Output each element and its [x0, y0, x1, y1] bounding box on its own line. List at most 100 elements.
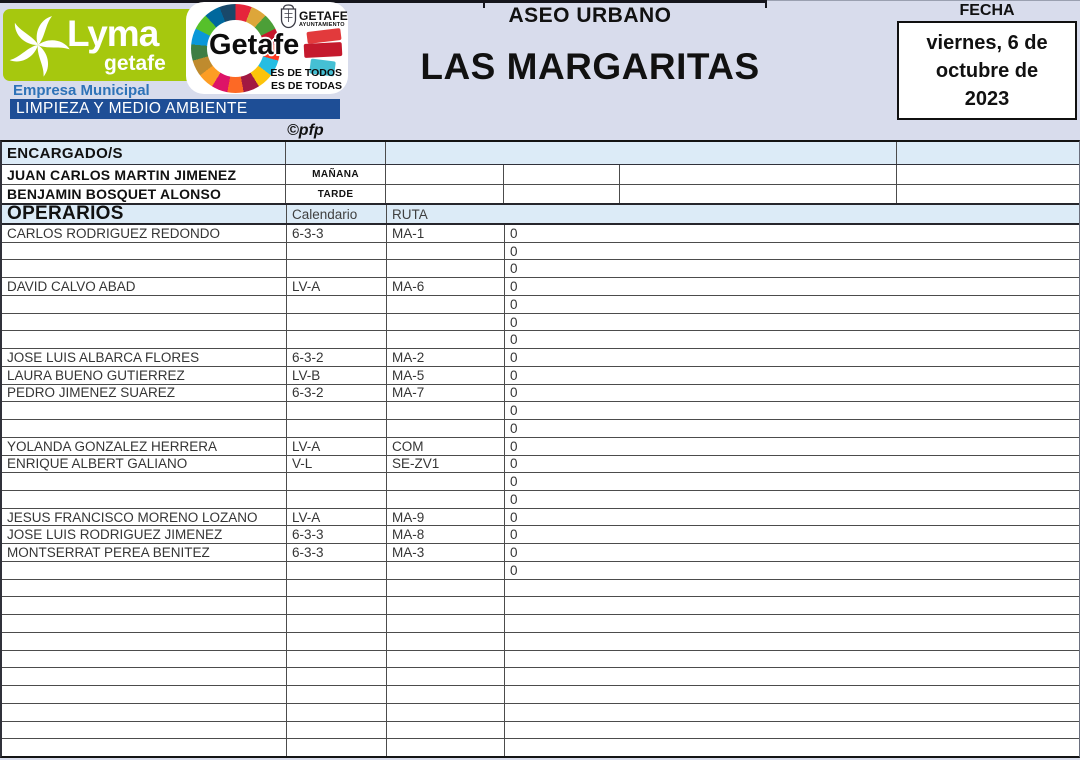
operario-row: 0: [2, 420, 1079, 438]
calendario-cell: [287, 632, 387, 650]
encargado-name-cell: JUAN CARLOS MARTIN JIMENEZ: [2, 165, 287, 184]
operario-row: 0: [2, 402, 1079, 421]
getafe-city-text: GETAFE: [299, 9, 348, 23]
operario-name-cell: LAURA BUENO GUTIERREZ: [2, 366, 287, 384]
operario-name-cell: [2, 632, 287, 650]
lyma-logo: Lyma getafe: [3, 9, 196, 81]
operario-name-cell: [2, 739, 287, 757]
operario-name-cell: CARLOS RODRIGUEZ REDONDO: [2, 225, 287, 242]
ruta-cell: [387, 668, 505, 686]
empty-cell: [897, 165, 1079, 184]
operario-name-cell: [2, 615, 287, 632]
operario-row: [2, 650, 1079, 669]
empty-cell: [386, 165, 504, 184]
ruta-cell: MA-3: [387, 544, 505, 561]
value-cell: [505, 739, 1079, 756]
operario-row: 0: [2, 331, 1079, 350]
operario-row: DAVID CALVO ABAD LV-A MA-6 0: [2, 278, 1079, 296]
zone-title: LAS MARGARITAS: [420, 46, 760, 87]
calendario-cell: LV-A: [287, 437, 387, 455]
roster-table: ENCARGADO/S JUAN CARLOS MARTIN JIMENEZ M…: [0, 140, 1080, 758]
getafe-slogan-line2: ES DE TODAS: [271, 80, 342, 92]
calendario-cell: [287, 473, 387, 491]
encargado-row: BENJAMIN BOSQUET ALONSO TARDE: [2, 185, 1079, 205]
operario-name-cell: [2, 579, 287, 597]
ruta-cell: [387, 561, 505, 579]
operario-name-cell: JESUS FRANCISCO MORENO LOZANO: [2, 508, 287, 526]
value-cell: 0: [510, 562, 518, 578]
calendario-cell: [287, 402, 387, 420]
ruta-cell: [387, 597, 505, 615]
calendario-cell: [287, 295, 387, 313]
value-cell: 0: [510, 420, 518, 436]
calendario-cell: 6-3-3: [287, 225, 387, 242]
operario-name-cell: [2, 295, 287, 313]
calendario-cell: V-L: [287, 455, 387, 473]
copyright-pfp: ©pfp: [287, 122, 324, 139]
value-cell: [505, 615, 1079, 632]
value-cell: 0: [510, 367, 518, 383]
value-cell: [505, 651, 1079, 668]
operario-name-cell: [2, 242, 287, 260]
calendario-cell: LV-B: [287, 366, 387, 384]
sdg-wheel-icon: [191, 4, 280, 93]
value-cell: 0: [510, 279, 518, 295]
value-cell: 0: [510, 474, 518, 490]
lyma-swirl-icon: [5, 12, 71, 83]
ruta-cell: [387, 242, 505, 260]
ruta-cell: [387, 615, 505, 632]
empty-cell: [386, 185, 504, 203]
operario-row: [2, 579, 1079, 598]
ruta-cell: MA-8: [387, 526, 505, 544]
operario-row: MONTSERRAT PEREA BENITEZ 6-3-3 MA-3 0: [2, 544, 1079, 562]
top-border-tick: [765, 0, 767, 8]
operario-name-cell: [2, 260, 287, 278]
empty-cell: [897, 185, 1079, 203]
value-cell: 0: [510, 296, 518, 312]
operario-name-cell: DAVID CALVO ABAD: [2, 278, 287, 295]
value-cell: [505, 633, 1079, 650]
value-cell: [505, 580, 1079, 597]
ruta-cell: MA-6: [387, 278, 505, 295]
operario-name-cell: [2, 668, 287, 686]
ruta-cell: [387, 260, 505, 278]
operario-row: [2, 632, 1079, 651]
ruta-cell: [387, 632, 505, 650]
operario-row: 0: [2, 242, 1079, 261]
service-title: ASEO URBANO: [508, 4, 672, 27]
calendario-cell: [287, 597, 387, 615]
ruta-cell: [387, 703, 505, 721]
operario-row: 0: [2, 473, 1079, 492]
calendario-cell: [287, 313, 387, 331]
fecha-value-box: viernes, 6 de octubre de 2023: [897, 21, 1077, 120]
calendario-cell: [287, 242, 387, 260]
operario-row: 0: [2, 295, 1079, 314]
lyma-brand-text: Lyma: [67, 13, 159, 54]
operario-name-cell: [2, 561, 287, 579]
ruta-cell: [387, 721, 505, 739]
operario-name-cell: [2, 721, 287, 739]
operario-name-cell: MONTSERRAT PEREA BENITEZ: [2, 544, 287, 561]
value-cell: 0: [510, 332, 518, 348]
operario-row: LAURA BUENO GUTIERREZ LV-B MA-5 0: [2, 366, 1079, 385]
shift-cell: TARDE: [286, 185, 386, 203]
operario-row: [2, 668, 1079, 687]
operario-row: ENRIQUE ALBERT GALIANO V-L SE-ZV1 0: [2, 455, 1079, 474]
operario-name-cell: [2, 331, 287, 349]
value-cell: [505, 597, 1079, 614]
ruta-cell: SE-ZV1: [387, 455, 505, 473]
ruta-cell: [387, 739, 505, 757]
top-border-tick: [483, 0, 485, 8]
value-cell: 0: [510, 527, 518, 543]
operario-name-cell: JOSE LUIS RODRIGUEZ JIMENEZ: [2, 526, 287, 544]
empty-cell: [620, 165, 897, 184]
operario-row: JESUS FRANCISCO MORENO LOZANO LV-A MA-9 0: [2, 508, 1079, 527]
ruta-cell: MA-9: [387, 508, 505, 526]
getafe-brand-text: Getafe: [209, 29, 300, 61]
ruta-cell: [387, 331, 505, 349]
getafe-slogan-line1: ES DE TODOS: [270, 67, 342, 79]
value-cell: [505, 704, 1079, 721]
value-cell: [505, 668, 1079, 685]
empty-cell: [897, 142, 1080, 164]
value-cell: 0: [510, 261, 518, 277]
